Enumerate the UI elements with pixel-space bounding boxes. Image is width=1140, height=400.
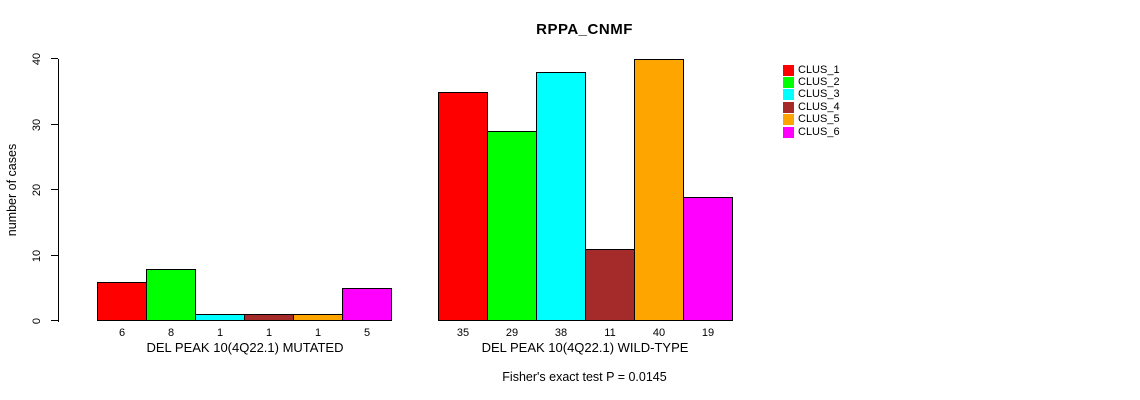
y-axis-tick <box>51 320 58 321</box>
bar-value-label: 1 <box>265 327 273 339</box>
bar <box>244 314 294 321</box>
y-axis-tick <box>51 58 58 59</box>
legend-swatch <box>783 126 794 138</box>
legend-swatch <box>783 101 794 113</box>
bar-value-label: 38 <box>554 327 568 339</box>
legend-label: CLUS_1 <box>798 63 840 76</box>
annotation-text: Fisher's exact test P = 0.0145 <box>502 370 667 384</box>
bar <box>342 288 392 321</box>
bar-value-label: 1 <box>314 327 322 339</box>
bar <box>195 314 245 321</box>
bar-value-label: 6 <box>118 327 126 339</box>
legend: CLUS_1 CLUS_2 CLUS_3 CLUS_4 CLUS_5 CLUS_6 <box>783 64 840 138</box>
y-axis-tick-label: 30 <box>31 118 43 132</box>
legend-item: CLUS_2 <box>783 76 840 89</box>
legend-swatch <box>783 77 794 89</box>
legend-item: CLUS_3 <box>783 89 840 101</box>
legend-label: CLUS_2 <box>798 76 840 89</box>
y-axis-tick <box>51 189 58 190</box>
bar-value-label: 29 <box>505 327 519 339</box>
y-axis-tick-label: 20 <box>31 183 43 197</box>
y-axis-tick <box>51 124 58 125</box>
bar-value-label: 40 <box>652 327 666 339</box>
bar <box>438 92 488 321</box>
legend-item: CLUS_5 <box>783 114 840 126</box>
legend-label: CLUS_3 <box>798 88 840 101</box>
legend-label: CLUS_6 <box>798 125 840 138</box>
bar-value-label: 35 <box>456 327 470 339</box>
bar-value-label: 8 <box>167 327 175 339</box>
bar-value-label: 19 <box>701 327 715 339</box>
bar-value-label: 1 <box>216 327 224 339</box>
legend-label: CLUS_4 <box>798 100 840 113</box>
x-group-label-wild-type: DEL PEAK 10(4Q22.1) WILD-TYPE <box>481 340 689 355</box>
bar <box>634 59 684 321</box>
chart-title: RPPA_CNMF <box>536 21 633 38</box>
bar <box>487 131 537 321</box>
legend-swatch <box>783 64 794 76</box>
legend-item: CLUS_1 <box>783 64 840 76</box>
legend-label: CLUS_5 <box>798 113 840 126</box>
bar <box>293 314 343 321</box>
y-axis-tick-label: 10 <box>31 249 43 263</box>
y-axis-title: number of cases <box>5 143 19 237</box>
bar <box>536 72 586 321</box>
y-axis-tick-label: 0 <box>31 317 43 325</box>
legend-swatch <box>783 114 794 126</box>
y-axis-line <box>58 59 59 322</box>
y-axis-tick-label: 40 <box>31 52 43 66</box>
bar <box>585 249 635 321</box>
legend-item: CLUS_4 <box>783 101 840 113</box>
legend-swatch <box>783 89 794 101</box>
y-axis-tick <box>51 255 58 256</box>
bar <box>146 269 196 321</box>
bar <box>683 197 733 321</box>
bar <box>97 282 147 321</box>
legend-item: CLUS_6 <box>783 126 840 138</box>
x-group-label-mutated: DEL PEAK 10(4Q22.1) MUTATED <box>146 340 344 355</box>
bar-value-label: 11 <box>604 327 616 339</box>
bar-value-label: 5 <box>363 327 371 339</box>
